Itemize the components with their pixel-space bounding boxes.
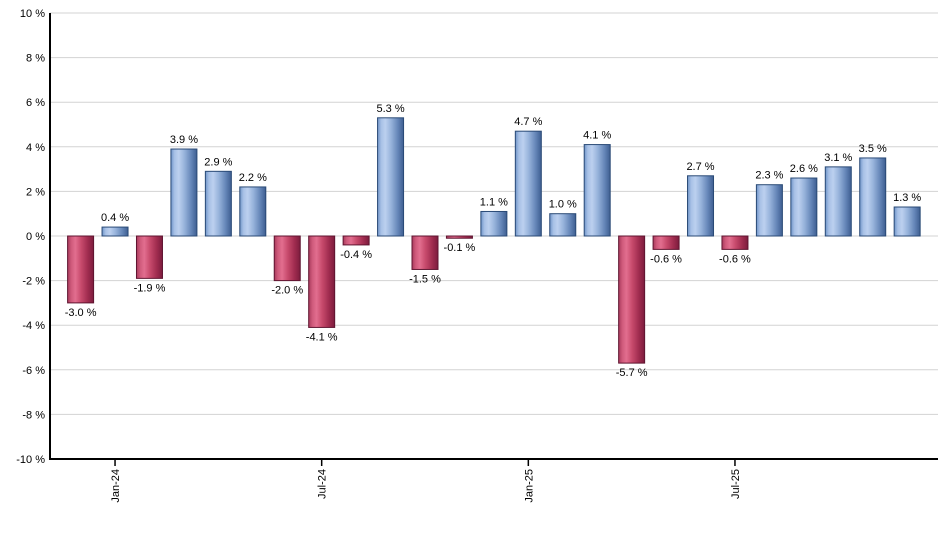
positive-bar: [377, 117, 405, 237]
negative-bar: [618, 235, 646, 364]
positive-bar: [480, 210, 508, 237]
negative-bar: [342, 235, 370, 246]
positive-bar: [514, 130, 542, 237]
y-axis-tick-label: 8 %: [26, 53, 45, 65]
bar-value-label: 1.3 %: [893, 192, 921, 204]
y-axis-tick-label: -6 %: [22, 365, 45, 377]
labels-layer: 10 % 8 % 6 % 4 % 2 % 0 % -2 % -4 % -6 % -8 % -10 %…: [16, 8, 921, 503]
positive-bar: [101, 226, 129, 237]
bar-value-label: -3.0 %: [65, 307, 97, 319]
bar-value-label: 2.3 %: [755, 170, 783, 182]
bar-value-label: 2.6 %: [790, 163, 818, 175]
y-axis-tick-label: -2 %: [22, 276, 45, 288]
y-axis-tick-label: 2 %: [26, 186, 45, 198]
bar-value-label: -4.1 %: [306, 331, 338, 343]
bar-value-label: 5.3 %: [376, 103, 404, 115]
bar-value-label: 4.1 %: [583, 130, 611, 142]
negative-bar: [411, 235, 439, 270]
positive-bar: [239, 186, 267, 237]
bar-value-label: -5.7 %: [616, 367, 648, 379]
positive-bar: [170, 148, 198, 237]
negative-bar: [721, 235, 749, 250]
bar-value-label: 3.1 %: [824, 152, 852, 164]
negative-bar: [308, 235, 336, 328]
bar-value-label: 3.5 %: [859, 143, 887, 155]
bar-value-label: -1.5 %: [409, 273, 441, 285]
y-axis-tick-label: 10 %: [20, 8, 45, 20]
bar-value-label: 4.7 %: [514, 116, 542, 128]
positive-bar: [549, 213, 577, 237]
bar-value-label: 2.2 %: [239, 172, 267, 184]
x-axis-tick-label: Jan-24: [110, 469, 122, 503]
bars-layer: [67, 117, 921, 364]
negative-bar: [67, 235, 95, 304]
positive-bar: [790, 177, 818, 237]
negative-bar: [652, 235, 680, 250]
x-axis-tick-label: Jul-24: [317, 469, 329, 499]
positive-bar: [687, 175, 715, 237]
bar-value-label: -0.1 %: [444, 242, 476, 254]
x-axis-tick-label: Jul-25: [730, 469, 742, 499]
positive-bar: [824, 166, 852, 237]
negative-bar: [273, 235, 301, 282]
bar-value-label: 1.0 %: [549, 199, 577, 211]
y-axis-tick-label: 6 %: [26, 97, 45, 109]
bar-value-label: 2.9 %: [204, 156, 232, 168]
axes-layer: [49, 13, 938, 466]
bar-value-label: -2.0 %: [271, 285, 303, 297]
positive-bar: [583, 144, 611, 237]
negative-bar: [135, 235, 163, 279]
bar-value-label: 2.7 %: [686, 161, 714, 173]
positive-bar: [893, 206, 921, 237]
y-axis-tick-label: -4 %: [22, 320, 45, 332]
y-axis-tick-label: -8 %: [22, 409, 45, 421]
bar-value-label: -0.6 %: [719, 253, 751, 265]
bar-value-label: 1.1 %: [480, 196, 508, 208]
bar-value-label: -0.4 %: [340, 249, 372, 261]
y-axis-tick-label: -10 %: [16, 454, 45, 466]
bar-value-label: 3.9 %: [170, 134, 198, 146]
bar-value-label: 0.4 %: [101, 212, 129, 224]
y-axis-tick-label: 4 %: [26, 142, 45, 154]
x-axis-tick-label: Jan-25: [523, 469, 535, 503]
y-axis-tick-label: 0 %: [26, 231, 45, 243]
positive-bar: [204, 170, 232, 237]
positive-bar: [755, 184, 783, 237]
negative-bar: [445, 235, 473, 239]
positive-bar: [859, 157, 887, 237]
bar-value-label: -1.9 %: [134, 282, 166, 294]
bar-value-label: -0.6 %: [650, 253, 682, 265]
